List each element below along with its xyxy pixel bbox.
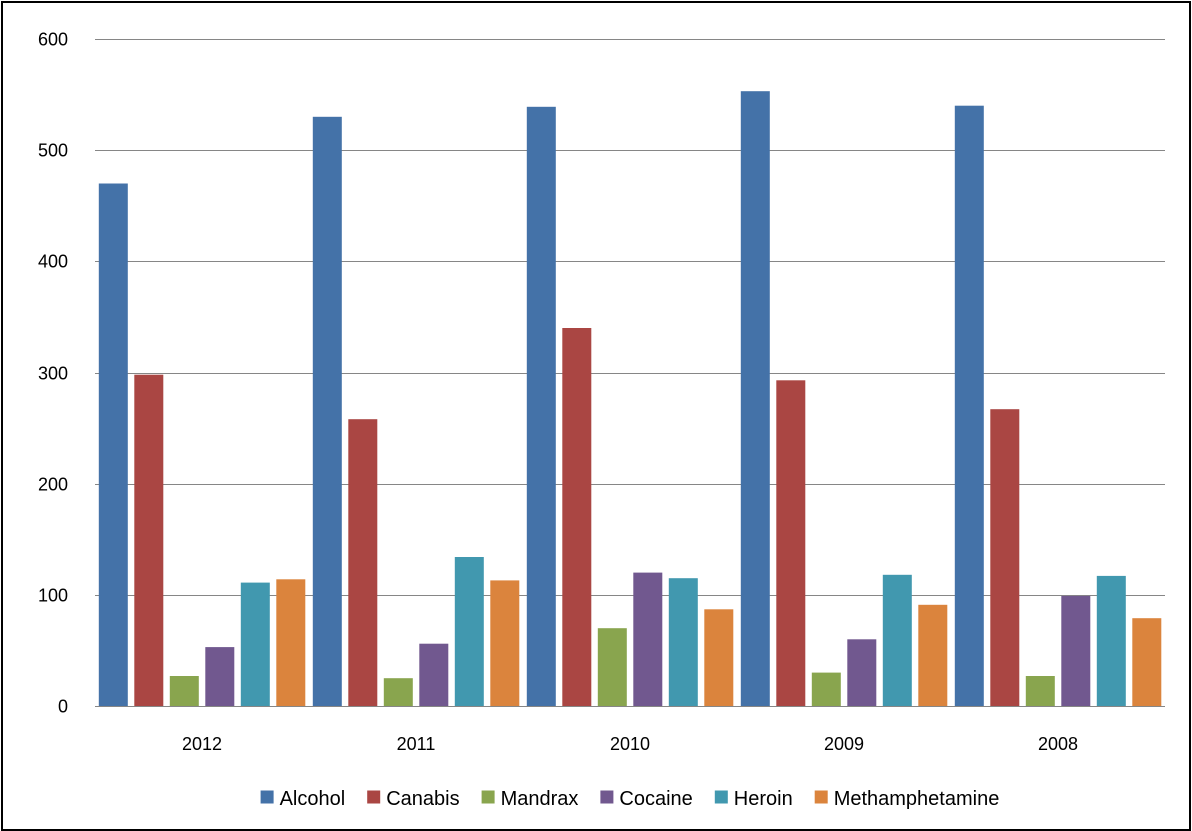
bar-canabis-2012 <box>134 374 164 706</box>
bar-cocaine-2008 <box>1061 595 1091 706</box>
bar-alcohol-2010 <box>526 106 556 707</box>
bar-cocaine-2012 <box>205 647 235 706</box>
legend-item-canabis: Canabis <box>367 788 460 810</box>
y-tick-label: 600 <box>38 30 68 50</box>
legend-label: Canabis <box>386 788 459 810</box>
gridlines <box>95 39 1165 707</box>
x-axis-ticks: 2012 2011 2010 2009 2008 <box>182 734 1078 754</box>
x-tick-label: 2012 <box>182 734 222 754</box>
bar-mandrax-2011 <box>383 678 413 706</box>
legend-label: Alcohol <box>280 788 346 810</box>
y-tick-label: 200 <box>38 475 68 495</box>
legend-item-alcohol: Alcohol <box>260 788 346 810</box>
legend-item-heroin: Heroin <box>714 788 793 810</box>
bar-canabis-2010 <box>562 328 592 706</box>
bar-methamphetamine-2009 <box>918 604 948 706</box>
legend-item-methamphetamine: Methamphetamine <box>814 788 1000 810</box>
bar-alcohol-2009 <box>740 91 770 706</box>
legend: Alcohol Canabis Mandrax Cocaine Heroin Metham… <box>260 788 1000 810</box>
legend-label: Heroin <box>734 788 793 810</box>
bar-methamphetamine-2010 <box>704 609 734 706</box>
bar-alcohol-2012 <box>98 183 128 706</box>
y-axis-ticks: 0 100 200 300 400 500 600 <box>38 30 68 717</box>
bar-methamphetamine-2011 <box>490 580 520 706</box>
bar-cocaine-2011 <box>419 643 449 706</box>
y-tick-label: 500 <box>38 141 68 161</box>
legend-swatch <box>367 790 381 804</box>
bars <box>98 91 1162 707</box>
bar-heroin-2012 <box>240 582 270 706</box>
bar-methamphetamine-2008 <box>1132 618 1162 706</box>
bar-canabis-2008 <box>990 409 1020 706</box>
y-tick-label: 0 <box>58 697 68 717</box>
x-tick-label: 2008 <box>1038 734 1078 754</box>
bar-canabis-2009 <box>776 380 806 706</box>
bar-cocaine-2009 <box>847 639 877 706</box>
legend-label: Methamphetamine <box>834 788 1000 810</box>
x-tick-label: 2009 <box>824 734 864 754</box>
x-tick-label: 2010 <box>610 734 650 754</box>
bar-cocaine-2010 <box>633 572 663 706</box>
legend-swatch <box>600 790 614 804</box>
bar-mandrax-2012 <box>169 676 199 706</box>
legend-label: Cocaine <box>619 788 692 810</box>
y-tick-label: 300 <box>38 364 68 384</box>
legend-swatch <box>260 790 274 804</box>
bar-heroin-2010 <box>668 578 698 706</box>
legend-item-mandrax: Mandrax <box>481 788 579 810</box>
x-tick-label: 2011 <box>397 734 436 754</box>
bar-mandrax-2008 <box>1025 676 1055 706</box>
bar-alcohol-2011 <box>312 116 342 707</box>
bar-heroin-2011 <box>454 557 484 706</box>
legend-item-cocaine: Cocaine <box>600 788 693 810</box>
bar-canabis-2011 <box>348 419 378 706</box>
bar-heroin-2009 <box>882 574 912 706</box>
legend-swatch <box>814 790 828 804</box>
bar-methamphetamine-2012 <box>276 579 306 706</box>
legend-label: Mandrax <box>501 788 579 810</box>
y-tick-label: 400 <box>38 252 68 272</box>
legend-swatch <box>714 790 728 804</box>
bar-mandrax-2009 <box>811 672 841 706</box>
y-tick-label: 100 <box>38 586 68 606</box>
bar-alcohol-2008 <box>954 105 984 706</box>
bar-heroin-2008 <box>1096 575 1126 706</box>
bar-mandrax-2010 <box>597 628 627 706</box>
legend-swatch <box>481 790 495 804</box>
